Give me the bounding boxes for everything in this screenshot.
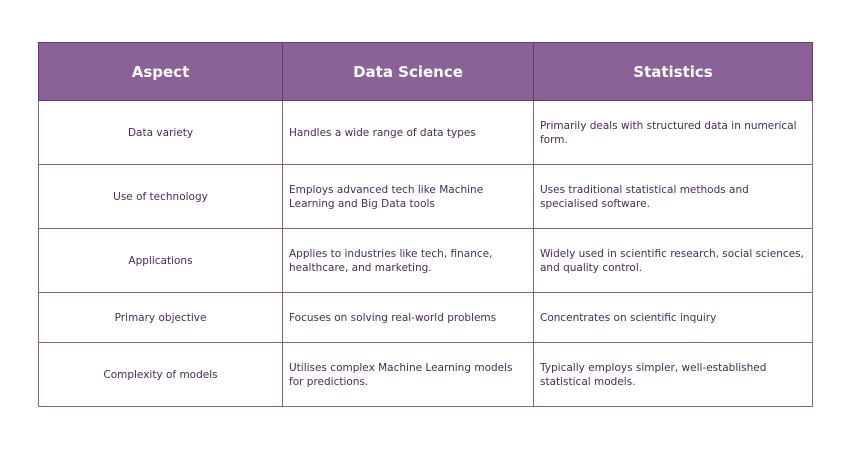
aspect-cell: Primary objective <box>38 292 283 343</box>
aspect-cell: Use of technology <box>38 164 283 229</box>
data-science-cell: Employs advanced tech like Machine Learn… <box>282 164 534 229</box>
data-science-cell: Utilises complex Machine Learning models… <box>282 342 534 407</box>
statistics-cell: Widely used in scientific research, soci… <box>533 228 813 293</box>
statistics-cell: Uses traditional statistical methods and… <box>533 164 813 229</box>
data-science-cell: Applies to industries like tech, finance… <box>282 228 534 293</box>
table-row: Data variety Handles a wide range of dat… <box>38 100 813 165</box>
data-science-cell: Focuses on solving real-world problems <box>282 292 534 343</box>
aspect-cell: Data variety <box>38 100 283 165</box>
table-row: Primary objective Focuses on solving rea… <box>38 292 813 343</box>
header-data-science: Data Science <box>282 42 534 101</box>
table-header: Aspect Data Science Statistics <box>38 42 813 101</box>
statistics-cell: Primarily deals with structured data in … <box>533 100 813 165</box>
comparison-table: Aspect Data Science Statistics Data vari… <box>38 42 813 407</box>
data-science-cell: Handles a wide range of data types <box>282 100 534 165</box>
header-aspect: Aspect <box>38 42 283 101</box>
table-row: Applications Applies to industries like … <box>38 228 813 293</box>
table-row: Complexity of models Utilises complex Ma… <box>38 342 813 407</box>
aspect-cell: Applications <box>38 228 283 293</box>
header-statistics: Statistics <box>533 42 813 101</box>
table-row: Use of technology Employs advanced tech … <box>38 164 813 229</box>
aspect-cell: Complexity of models <box>38 342 283 407</box>
header-row: Aspect Data Science Statistics <box>38 42 813 101</box>
statistics-cell: Typically employs simpler, well-establis… <box>533 342 813 407</box>
statistics-cell: Concentrates on scientific inquiry <box>533 292 813 343</box>
table-body: Data variety Handles a wide range of dat… <box>38 100 813 407</box>
